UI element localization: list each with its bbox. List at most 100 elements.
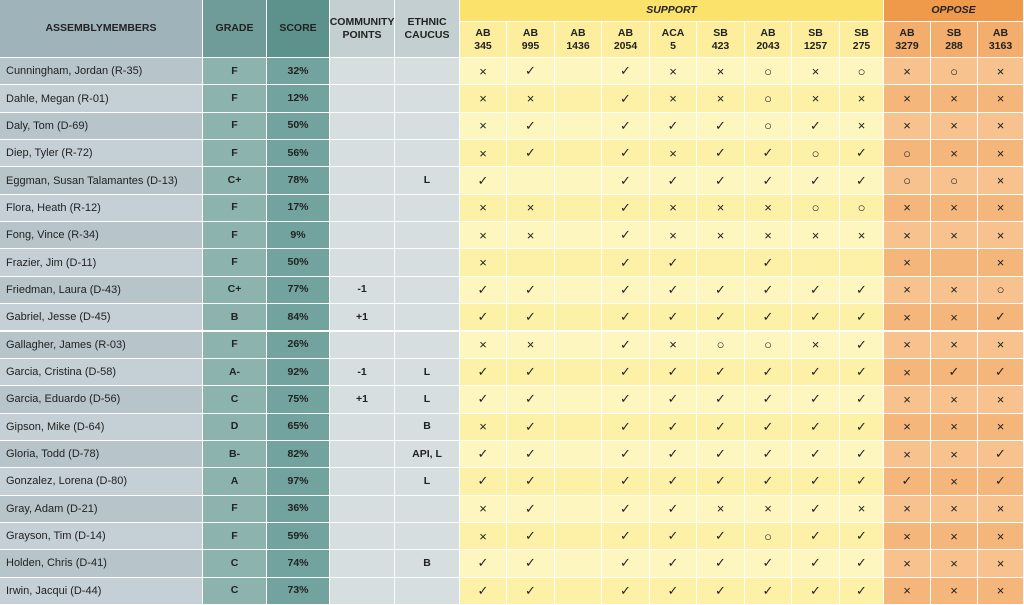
support-vote: × bbox=[650, 140, 697, 168]
support-vote bbox=[507, 249, 555, 277]
support-vote: ✓ bbox=[460, 550, 507, 578]
support-vote: ○ bbox=[840, 194, 884, 223]
grade: A- bbox=[203, 358, 267, 387]
support-vote: ✓ bbox=[602, 331, 650, 359]
oppose-vote: × bbox=[978, 522, 1024, 551]
member-name: Diep, Tyler (R-72) bbox=[0, 140, 203, 168]
oppose-vote: × bbox=[884, 249, 931, 277]
grade: C+ bbox=[203, 167, 267, 195]
support-bill-header: AB 345 bbox=[460, 22, 507, 58]
community-points: -1 bbox=[330, 276, 395, 305]
support-vote: ✓ bbox=[507, 577, 555, 605]
bill-label-part: 1257 bbox=[803, 39, 828, 52]
grade: F bbox=[203, 112, 267, 141]
support-vote: × bbox=[460, 331, 507, 359]
community-points bbox=[330, 495, 395, 523]
grade: D bbox=[203, 413, 267, 441]
bill-label-part: 2054 bbox=[613, 39, 638, 52]
support-vote: ✓ bbox=[602, 495, 650, 523]
oppose-vote: × bbox=[978, 413, 1024, 441]
score: 82% bbox=[267, 440, 330, 469]
support-vote: ✓ bbox=[697, 358, 745, 387]
support-vote: × bbox=[460, 413, 507, 441]
support-vote: × bbox=[697, 194, 745, 223]
oppose-vote: × bbox=[884, 577, 931, 605]
support-vote: × bbox=[507, 85, 555, 113]
support-vote bbox=[840, 249, 884, 277]
oppose-vote: ✓ bbox=[931, 358, 978, 387]
oppose-vote: ○ bbox=[884, 167, 931, 195]
support-vote: ✓ bbox=[745, 304, 792, 332]
score: 9% bbox=[267, 222, 330, 250]
support-vote bbox=[555, 58, 602, 86]
score-header: SCORE bbox=[267, 0, 330, 58]
support-vote: ✓ bbox=[792, 167, 840, 195]
support-vote: × bbox=[460, 495, 507, 523]
support-vote: ✓ bbox=[650, 249, 697, 277]
oppose-vote: × bbox=[978, 58, 1024, 86]
oppose-vote: × bbox=[931, 577, 978, 605]
support-vote: × bbox=[650, 58, 697, 86]
support-vote: ✓ bbox=[602, 112, 650, 141]
oppose-vote: × bbox=[978, 222, 1024, 250]
bill-label-part: AB bbox=[992, 26, 1009, 39]
support-bill-header: ACA 5 bbox=[650, 22, 697, 58]
support-vote: ✓ bbox=[602, 276, 650, 305]
support-vote: ✓ bbox=[840, 468, 884, 496]
support-vote: ✓ bbox=[650, 112, 697, 141]
community-points bbox=[330, 167, 395, 195]
community-points: -1 bbox=[330, 358, 395, 387]
support-vote: × bbox=[745, 495, 792, 523]
support-vote: ○ bbox=[697, 331, 745, 359]
support-vote: ✓ bbox=[745, 249, 792, 277]
support-vote: ✓ bbox=[697, 112, 745, 141]
support-vote: ✓ bbox=[460, 276, 507, 305]
support-vote: ✓ bbox=[507, 58, 555, 86]
support-vote: × bbox=[697, 58, 745, 86]
support-vote: ✓ bbox=[745, 440, 792, 469]
oppose-bill-header: AB 3279 bbox=[884, 22, 931, 58]
oppose-vote: × bbox=[931, 140, 978, 168]
support-vote: ✓ bbox=[697, 386, 745, 414]
community-points: +1 bbox=[330, 304, 395, 332]
oppose-vote: × bbox=[931, 222, 978, 250]
support-bill-header: AB 995 bbox=[507, 22, 555, 58]
oppose-vote: × bbox=[931, 85, 978, 113]
oppose-vote: ○ bbox=[884, 140, 931, 168]
support-vote bbox=[555, 112, 602, 141]
member-name: Daly, Tom (D-69) bbox=[0, 112, 203, 141]
bill-label-part: 5 bbox=[670, 39, 676, 52]
community-points bbox=[330, 58, 395, 86]
support-vote bbox=[555, 577, 602, 605]
ethnic-caucus: B bbox=[395, 550, 460, 578]
support-vote: ✓ bbox=[697, 167, 745, 195]
support-vote: ✓ bbox=[840, 522, 884, 551]
support-vote: ✓ bbox=[650, 495, 697, 523]
oppose-vote: × bbox=[978, 85, 1024, 113]
oppose-vote: × bbox=[931, 522, 978, 551]
support-vote: × bbox=[460, 140, 507, 168]
support-vote: ○ bbox=[745, 58, 792, 86]
support-vote: ○ bbox=[745, 85, 792, 113]
ethnic-caucus bbox=[395, 522, 460, 551]
score: 84% bbox=[267, 304, 330, 332]
member-name: Gallagher, James (R-03) bbox=[0, 331, 203, 359]
member-name: Irwin, Jacqui (D-44) bbox=[0, 577, 203, 605]
support-vote: × bbox=[507, 222, 555, 250]
support-vote: ✓ bbox=[697, 304, 745, 332]
support-vote: ✓ bbox=[745, 577, 792, 605]
oppose-vote: × bbox=[931, 276, 978, 305]
support-vote: × bbox=[697, 222, 745, 250]
oppose-vote: ✓ bbox=[978, 440, 1024, 469]
oppose-vote: × bbox=[978, 495, 1024, 523]
ethnic-caucus bbox=[395, 331, 460, 359]
community-points: +1 bbox=[330, 386, 395, 414]
support-vote: ✓ bbox=[602, 140, 650, 168]
member-name: Eggman, Susan Talamantes (D-13) bbox=[0, 167, 203, 195]
oppose-vote: × bbox=[931, 413, 978, 441]
oppose-vote: × bbox=[884, 85, 931, 113]
grade: F bbox=[203, 140, 267, 168]
support-vote: × bbox=[697, 495, 745, 523]
oppose-vote: × bbox=[931, 468, 978, 496]
support-vote bbox=[555, 550, 602, 578]
